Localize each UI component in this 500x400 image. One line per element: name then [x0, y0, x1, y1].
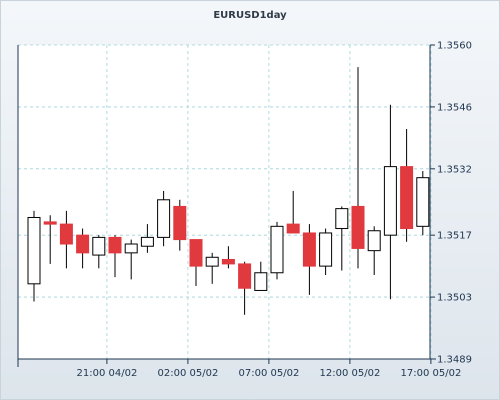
candle-body-up [416, 177, 430, 227]
candle-body-up [157, 199, 171, 238]
candle-body-up [92, 236, 106, 256]
candle [286, 190, 300, 234]
plot-area [18, 45, 430, 359]
candle [416, 171, 430, 236]
candle-body-down [400, 166, 414, 230]
candle-body-up [319, 232, 333, 267]
candle [157, 190, 171, 247]
candle-body-up [367, 230, 381, 252]
candle [59, 210, 73, 269]
candle-body-down [173, 205, 187, 241]
y-tick-label: 1.3560 [437, 41, 472, 52]
candle-body-up [383, 166, 397, 236]
y-tick-label: 1.3503 [437, 293, 472, 304]
candle [140, 224, 154, 253]
candle-body-down [302, 232, 316, 267]
candle-body-up [124, 243, 138, 254]
candle-body-down [43, 221, 57, 225]
y-tick-label: 1.3489 [437, 355, 472, 366]
candle-body-down [351, 205, 365, 249]
candle-body-up [140, 236, 154, 247]
candle-body-down [189, 239, 203, 267]
candle [270, 221, 284, 280]
candle [335, 206, 349, 271]
y-tick-label: 1.3546 [437, 102, 472, 113]
candle [124, 239, 138, 280]
candle [302, 224, 316, 295]
axes: 1.3560 1.3546 1.3532 1.3517 1.3503 1.3489 21:0… [17, 41, 472, 379]
candle [43, 215, 57, 264]
candle [221, 246, 235, 269]
candle-body-down [238, 263, 252, 289]
candle-body-up [205, 256, 219, 267]
candle-body-up [335, 208, 349, 230]
candle [189, 239, 203, 287]
x-tick-label: 21:00 04/02 [76, 368, 137, 379]
candle [108, 235, 122, 278]
candle [383, 104, 397, 300]
candle-body-down [108, 236, 122, 254]
candle-body-down [59, 223, 73, 245]
candle [319, 228, 333, 275]
x-tick-label: 02:00 05/02 [157, 368, 218, 379]
candle [367, 226, 381, 275]
candle [173, 199, 187, 251]
candle-body-up [270, 225, 284, 274]
candle [254, 261, 268, 291]
y-tick-label: 1.3532 [437, 164, 472, 175]
candles [27, 67, 430, 315]
candle-body-up [27, 216, 41, 285]
x-tick-label: 17:00 05/02 [400, 368, 461, 379]
candle [92, 235, 106, 269]
candle-body-down [286, 223, 300, 234]
candle [27, 210, 41, 302]
x-tick-label: 07:00 05/02 [238, 368, 299, 379]
candle [238, 261, 252, 315]
candle-body-down [221, 258, 235, 265]
chart-title: EURUSD1day [213, 10, 287, 21]
candle [400, 129, 414, 242]
x-tick-label: 12:00 05/02 [319, 368, 380, 379]
candle [76, 228, 90, 269]
candle [351, 67, 365, 269]
candle [205, 252, 219, 284]
candle-body-down [76, 234, 90, 254]
candle-body-up [254, 272, 268, 291]
y-tick-label: 1.3517 [437, 231, 472, 242]
